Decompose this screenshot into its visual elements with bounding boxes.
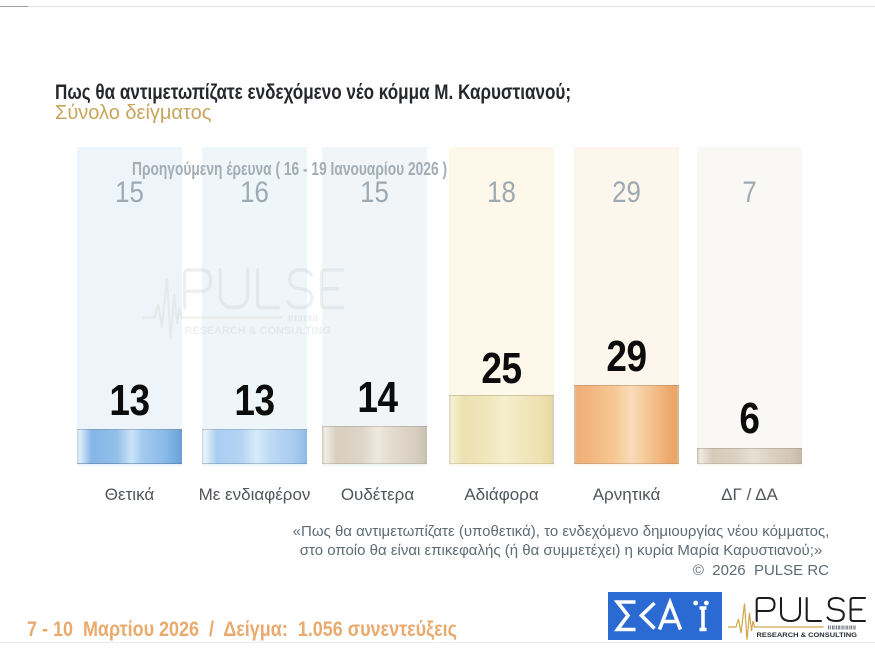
svg-text:RESEARCH & CONSULTING: RESEARCH & CONSULTING (184, 324, 330, 337)
svg-text:RESEARCH & CONSULTING: RESEARCH & CONSULTING (757, 632, 858, 639)
